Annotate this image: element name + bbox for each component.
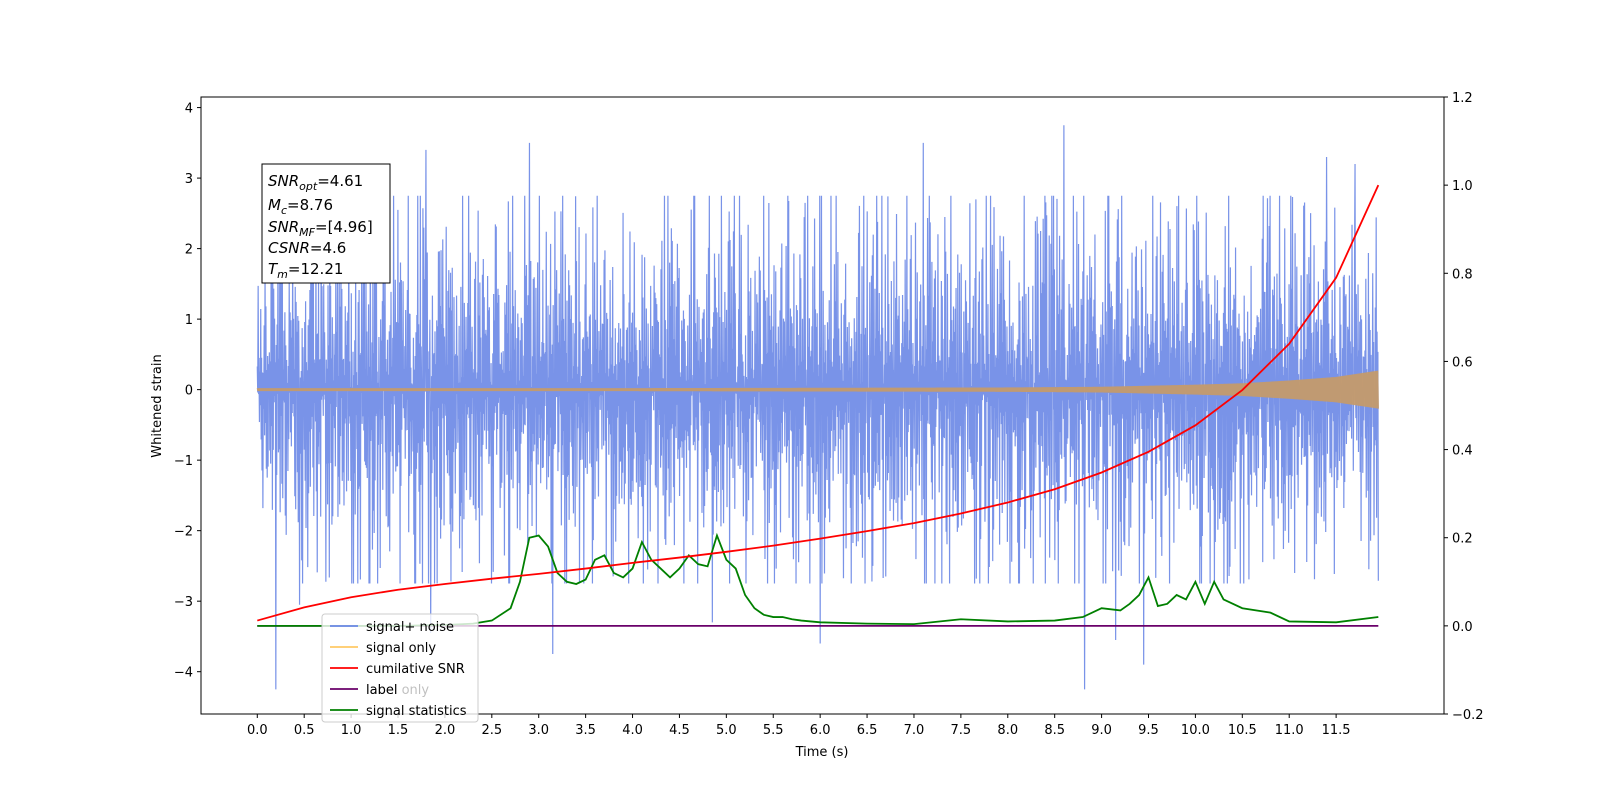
x-tick-label: 8.0 — [997, 723, 1018, 738]
legend-label: cumilative SNR — [366, 662, 465, 677]
annotation-line: Tm=12.21 — [268, 260, 343, 281]
x-axis-label: Time (s) — [795, 745, 849, 760]
annotation-box — [261, 163, 391, 284]
annotation-line: CSNR=4.6 — [268, 239, 346, 257]
plot-area — [256, 125, 1380, 690]
y-left-tick-label: 3 — [185, 172, 193, 187]
y-right-tick-label: 1.2 — [1452, 91, 1473, 106]
axes-frame — [200, 96, 1445, 715]
y-left-tick-label: −3 — [174, 595, 193, 610]
x-tick-label: 7.0 — [904, 723, 925, 738]
legend-label: signal+ noise — [366, 620, 454, 635]
annotation-line: SNRopt=4.61 — [268, 172, 363, 193]
annotation-line: SNRMF=[4.96] — [268, 218, 373, 239]
series-signal-statistics — [257, 532, 1379, 627]
x-tick-label: 7.5 — [951, 723, 972, 738]
y-left-tick-label: −4 — [174, 666, 193, 681]
x-tick-label: 11.0 — [1275, 723, 1304, 738]
y-axis-left: −4 −3 −2 −1 0 1 2 3 4 — [174, 102, 201, 681]
y-right-tick-label: 0.0 — [1452, 620, 1473, 635]
legend: signal+ noise signal only cumilative SNR la… — [321, 613, 479, 723]
x-tick-label: 0.0 — [247, 723, 268, 738]
x-tick-label: 2.0 — [435, 723, 456, 738]
x-tick-label: 4.5 — [669, 723, 690, 738]
x-axis: 0.0 0.5 1.0 1.5 2.0 2.5 3.0 3.5 4.0 4.5 5.0 5.5 6.0 6… — [247, 714, 1351, 738]
x-tick-label: 6.5 — [857, 723, 878, 738]
legend-label: label — [366, 683, 397, 698]
y-left-tick-label: −2 — [174, 525, 193, 540]
legend-label: signal statistics — [366, 704, 467, 719]
y-right-tick-label: 1.0 — [1452, 179, 1473, 194]
x-tick-label: 0.5 — [294, 723, 315, 738]
y-right-tick-label: 0.2 — [1452, 532, 1473, 547]
y-left-tick-label: 1 — [185, 313, 193, 328]
y-right-tick-label: −0.2 — [1452, 708, 1484, 723]
x-tick-label: 8.5 — [1044, 723, 1065, 738]
y-axis-left-label: Whitened strain — [150, 354, 165, 457]
x-tick-label: 1.0 — [341, 723, 362, 738]
x-tick-label: 3.0 — [528, 723, 549, 738]
annotation-line: Mc=8.76 — [268, 196, 333, 217]
x-tick-label: 10.0 — [1181, 723, 1210, 738]
x-tick-label: 11.5 — [1322, 723, 1351, 738]
x-tick-label: 10.5 — [1228, 723, 1257, 738]
x-tick-label: 2.5 — [481, 723, 502, 738]
series-cumulative-snr — [257, 184, 1380, 622]
y-left-tick-label: −1 — [174, 454, 193, 469]
x-tick-label: 1.5 — [388, 723, 409, 738]
series-signal-only — [256, 370, 1379, 409]
legend-label: label only — [366, 683, 429, 698]
y-right-tick-label: 0.4 — [1452, 444, 1473, 459]
x-tick-label: 6.0 — [810, 723, 831, 738]
legend-label: signal only — [366, 641, 436, 656]
x-tick-label: 9.0 — [1091, 723, 1112, 738]
x-tick-label: 5.0 — [716, 723, 737, 738]
x-tick-label: 9.5 — [1138, 723, 1159, 738]
y-left-tick-label: 0 — [185, 384, 193, 399]
series-signal-noise — [256, 125, 1379, 690]
y-right-tick-label: 0.6 — [1452, 355, 1473, 370]
x-tick-label: 4.0 — [622, 723, 643, 738]
x-tick-label: 3.5 — [575, 723, 596, 738]
legend-box — [321, 613, 479, 723]
y-left-tick-label: 4 — [185, 102, 193, 117]
y-axis-right: −0.2 0.0 0.2 0.4 0.6 0.8 1.0 1.2 — [1444, 91, 1484, 723]
x-tick-label: 5.5 — [763, 723, 784, 738]
y-left-tick-label: 2 — [185, 243, 193, 258]
y-right-tick-label: 0.8 — [1452, 267, 1473, 282]
